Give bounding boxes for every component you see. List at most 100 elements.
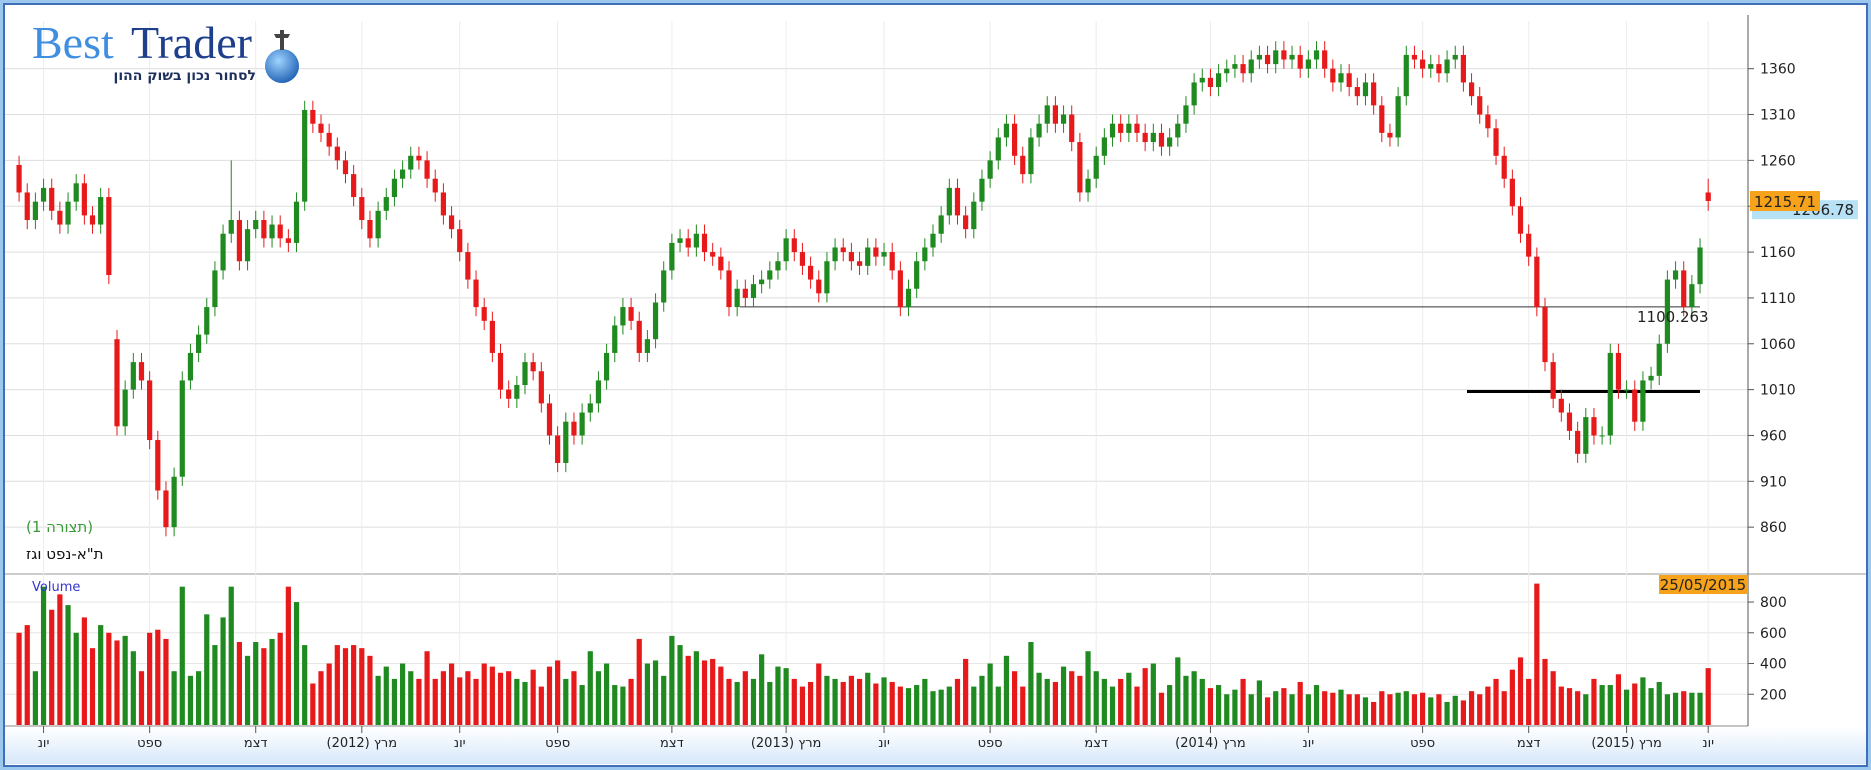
candle-body	[742, 288, 748, 298]
candle-body	[138, 362, 145, 381]
volume-bar	[424, 651, 430, 725]
candle-body	[1517, 206, 1524, 234]
candle-body	[277, 224, 283, 239]
volume-bar	[138, 671, 145, 725]
volume-bar	[334, 645, 340, 725]
volume-bar	[701, 660, 708, 725]
candle-body	[114, 339, 120, 427]
candle-body	[383, 197, 389, 211]
candle-body	[832, 247, 838, 262]
volume-bar	[579, 685, 585, 725]
candle-body	[954, 187, 961, 216]
candle-body	[995, 137, 1001, 161]
candle-body	[1052, 105, 1058, 124]
volume-bar	[873, 683, 879, 725]
candle-body	[979, 178, 985, 202]
candle-body	[1183, 105, 1189, 124]
volume-bar	[669, 635, 675, 725]
candle-body	[253, 219, 259, 230]
volume-bar	[448, 663, 455, 725]
volume-bar	[767, 681, 773, 725]
candle-body	[775, 261, 781, 271]
candle-body	[1036, 123, 1042, 138]
x-tick-label: ספט	[1410, 736, 1435, 751]
volume-bar	[1689, 692, 1695, 725]
candle-body	[1069, 114, 1075, 143]
volume-bar	[122, 635, 128, 725]
volume-bar	[1664, 694, 1670, 725]
volume-bar	[24, 625, 30, 725]
candle-body	[799, 252, 806, 266]
volume-bar	[1044, 678, 1050, 725]
volume-bar	[816, 663, 822, 725]
volume-bar	[269, 638, 275, 725]
candle-body	[759, 279, 765, 285]
candle-body	[1216, 73, 1222, 88]
volume-bar	[1517, 657, 1524, 725]
volume-bar	[865, 672, 871, 725]
volume-bar	[914, 685, 920, 725]
volume-bar	[1093, 671, 1099, 725]
candle-body	[49, 187, 55, 211]
candle-body	[400, 169, 406, 179]
candle-body	[302, 109, 308, 202]
candle-body	[1526, 233, 1532, 257]
volume-bar	[1118, 678, 1124, 725]
candle-body	[971, 201, 977, 230]
candle-body	[726, 270, 732, 308]
volume-bar	[971, 686, 977, 725]
candle-body	[1191, 82, 1197, 106]
volume-bar	[220, 617, 226, 725]
candle-body	[1444, 59, 1450, 74]
tagline: לסחור נכון בשוק ההון	[114, 68, 256, 84]
candle-body	[1012, 123, 1018, 156]
candle-body	[98, 197, 104, 225]
date-tag	[1659, 575, 1748, 594]
candle-body	[1126, 123, 1132, 133]
volume-bar	[1069, 671, 1075, 725]
candle-body	[1305, 59, 1311, 69]
volume-bar	[359, 648, 365, 725]
volume-bar	[1705, 668, 1711, 725]
volume-bar	[98, 625, 104, 725]
volume-bar	[40, 586, 47, 725]
logo-globe	[265, 49, 299, 83]
last-price-tag	[1750, 190, 1820, 211]
volume-bar	[32, 671, 38, 725]
volume-bar	[710, 658, 716, 725]
candle-body	[1362, 82, 1369, 97]
candle-body	[1240, 64, 1246, 74]
candle-body	[1640, 380, 1646, 422]
volume-bar	[1183, 675, 1189, 725]
candle-body	[701, 233, 708, 253]
volume-bar	[620, 686, 626, 725]
volume-bar	[1109, 686, 1116, 725]
volume-bar	[1012, 671, 1018, 725]
candle-body	[1599, 435, 1605, 437]
candle-body	[228, 219, 234, 234]
volume-bar	[1322, 691, 1328, 725]
volume-bar	[497, 672, 504, 725]
candle-body	[155, 440, 161, 491]
volume-bar	[130, 651, 136, 725]
candle-body	[1379, 105, 1385, 133]
volume-bar	[342, 648, 349, 725]
volume-bar	[889, 681, 895, 725]
y-tick-label: 1260	[1760, 153, 1796, 169]
volume-bar	[938, 689, 944, 725]
x-tick-label: יונ	[878, 736, 890, 751]
candle-body	[1101, 137, 1107, 156]
candle-body	[530, 362, 536, 372]
candle-body	[57, 210, 63, 225]
volume-bar	[1313, 685, 1320, 725]
candle-body	[1615, 352, 1622, 390]
candle-body	[1338, 73, 1344, 83]
x-tick-label: דצמ	[660, 736, 684, 751]
volume-bar	[1256, 680, 1262, 725]
y-tick-label: 1360	[1760, 62, 1796, 78]
volume-bar	[1656, 681, 1662, 725]
candle-body	[465, 252, 471, 280]
candle-body	[579, 412, 585, 436]
candle-body	[987, 160, 993, 179]
